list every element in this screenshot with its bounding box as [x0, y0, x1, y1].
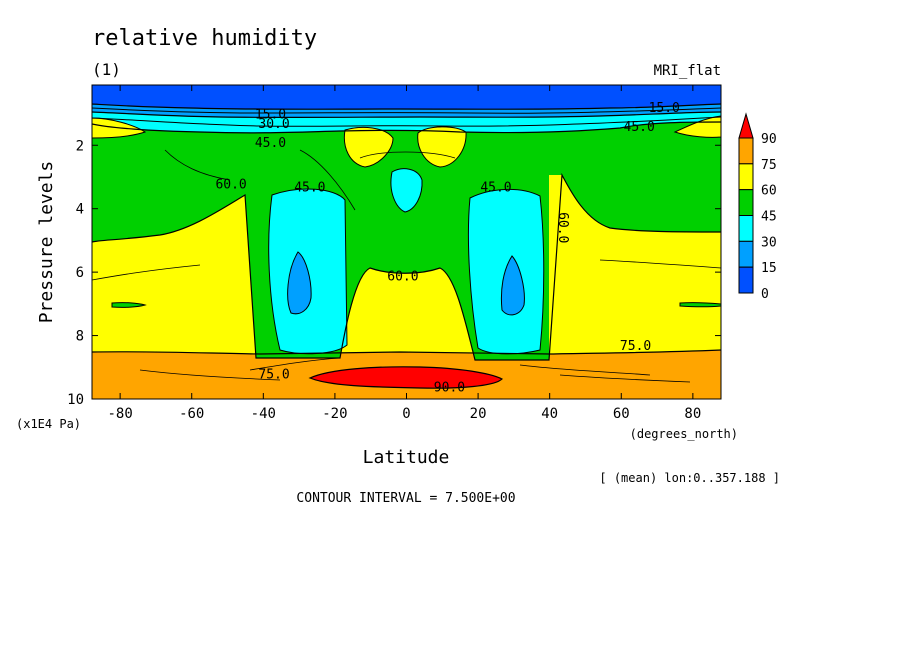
colorbar-label: 30	[761, 235, 777, 250]
green-streak-left	[111, 302, 147, 308]
colorbar-label: 90	[761, 132, 777, 147]
green-streak-right	[679, 302, 721, 308]
x-axis: -80 -60 -40 -20 0 20 40 60 80	[107, 85, 701, 422]
y-tick-label: 4	[76, 202, 84, 218]
x-tick-label: -80	[107, 406, 132, 422]
contour-label: 60.0	[215, 177, 246, 192]
colorbar-label: 45	[761, 210, 777, 225]
y-units-label: (x1E4 Pa)	[16, 417, 81, 431]
x-tick-label: 80	[684, 406, 701, 422]
colorbar-swatch	[738, 137, 754, 165]
contour-label: 45.0	[255, 136, 286, 151]
x-tick-label: 40	[541, 406, 558, 422]
x-units-label: (degrees_north)	[630, 427, 738, 441]
moist-pocket-right	[417, 126, 467, 168]
panel-label: (1)	[92, 60, 121, 79]
contour-label: 60.0	[387, 269, 418, 284]
y-axis: 2 4 6 8 10	[67, 138, 721, 408]
moist-band-90	[308, 366, 504, 389]
band-0-15-upper	[92, 85, 721, 110]
x-tick-label: -40	[251, 406, 276, 422]
plot-area: 15.030.045.015.045.060.0 45.0 45.060.060.0…	[92, 85, 721, 399]
y-tick-label: 2	[76, 138, 84, 154]
x-tick-label: 0	[402, 406, 410, 422]
mean-note: [ (mean) lon:0..357.188 ]	[599, 471, 780, 485]
y-tick-label: 8	[76, 329, 84, 345]
contour-label: 45.0	[294, 180, 325, 195]
contour-label: 60.0	[555, 212, 570, 243]
colorbar-swatch	[738, 189, 754, 217]
contour-label: 15.0	[649, 101, 680, 116]
x-tick-label: 60	[613, 406, 630, 422]
y-tick-label: 6	[76, 265, 84, 281]
contour-label: 75.0	[258, 368, 289, 383]
colorbar-swatch	[738, 215, 754, 242]
colorbar-triangle	[738, 112, 754, 139]
y-axis-title: Pressure levels	[36, 161, 57, 324]
contour-label: 15.0	[255, 108, 286, 123]
colorbar-label: 75	[761, 158, 777, 173]
moist-corner-right	[673, 115, 721, 138]
contour-label: 90.0	[434, 380, 465, 395]
colorbar-label: 15	[761, 261, 777, 276]
contour-label: 75.0	[620, 339, 651, 354]
x-tick-label: 20	[470, 406, 487, 422]
band-45-60	[92, 85, 721, 360]
moist-pocket-left	[343, 126, 394, 168]
contour-label: 45.0	[624, 120, 655, 135]
contour-lines	[92, 103, 721, 383]
model-label: MRI_flat	[654, 63, 721, 79]
dry-pocket-right-15	[500, 255, 525, 316]
y-tick-label: 10	[67, 392, 84, 408]
x-tick-label: -60	[179, 406, 204, 422]
colorbar-swatch	[738, 266, 754, 294]
dry-pocket-left-15	[287, 251, 312, 315]
x-axis-title: Latitude	[363, 447, 450, 468]
contour-interval-text: CONTOUR INTERVAL = 7.500E+00	[296, 491, 515, 506]
colorbar-label: 0	[761, 287, 769, 302]
colorbar-swatch	[738, 163, 754, 191]
dry-spot-equator	[390, 168, 423, 213]
colorbar: 90 75 60 45 30 15 0	[738, 112, 777, 302]
contour-labels: 15.030.045.015.045.060.0 45.0 45.060.060.0…	[215, 101, 679, 395]
x-tick-label: -20	[322, 406, 347, 422]
chart-title: relative humidity	[92, 26, 317, 51]
contour-label: 30.0	[258, 117, 289, 132]
contour-label: 45.0	[480, 180, 511, 195]
colorbar-label: 60	[761, 184, 777, 199]
colorbar-swatch	[738, 240, 754, 268]
